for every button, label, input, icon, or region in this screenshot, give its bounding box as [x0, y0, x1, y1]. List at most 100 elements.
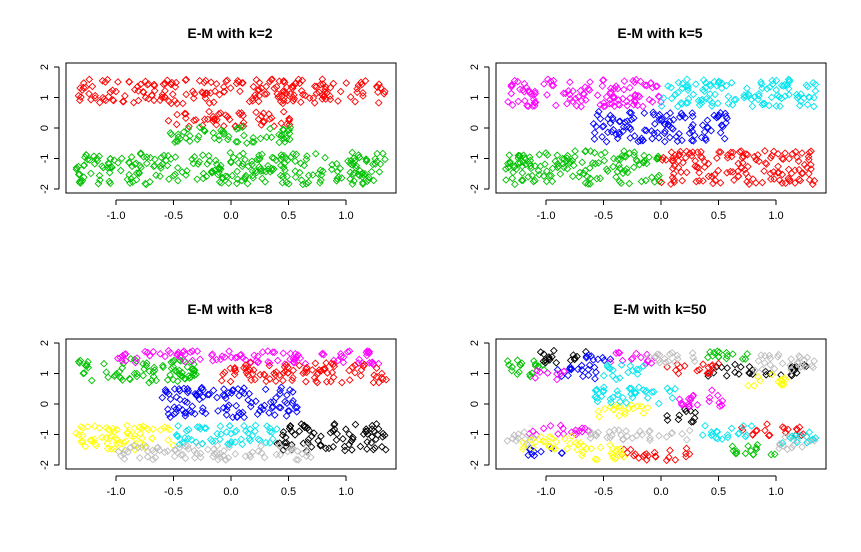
- data-point: [704, 172, 713, 181]
- data-point: [339, 435, 347, 443]
- data-point: [692, 177, 701, 186]
- data-point: [134, 96, 143, 105]
- data-point: [635, 160, 644, 169]
- data-point: [578, 427, 587, 436]
- data-point: [289, 373, 297, 382]
- data-point: [113, 439, 121, 448]
- data-point: [602, 165, 611, 174]
- data-point: [600, 356, 609, 365]
- data-point: [178, 99, 187, 108]
- data-point: [333, 167, 342, 176]
- data-point: [279, 163, 288, 172]
- data-point: [138, 434, 147, 443]
- data-point: [625, 179, 634, 188]
- data-point: [237, 176, 246, 185]
- data-point: [302, 377, 310, 386]
- data-point: [209, 445, 218, 454]
- data-point: [524, 172, 533, 181]
- data-point: [104, 425, 113, 433]
- data-point: [578, 366, 586, 374]
- data-point: [149, 162, 158, 171]
- data-point: [761, 352, 769, 360]
- data-point: [237, 109, 246, 117]
- data-point: [596, 100, 605, 109]
- data-point: [608, 113, 617, 122]
- data-point: [513, 370, 522, 378]
- data-point: [240, 364, 248, 372]
- data-point: [277, 383, 286, 392]
- data-point: [260, 90, 269, 98]
- data-point: [131, 358, 140, 367]
- data-point: [808, 362, 816, 370]
- data-point: [235, 124, 243, 133]
- data-point: [619, 169, 627, 178]
- data-point: [98, 162, 106, 170]
- data-point: [543, 91, 551, 99]
- data-point: [188, 356, 197, 365]
- data-point: [577, 102, 585, 111]
- data-point: [208, 356, 217, 365]
- data-point: [716, 402, 724, 411]
- data-point: [219, 403, 228, 412]
- data-point: [674, 78, 683, 87]
- data-point: [685, 450, 694, 458]
- data-point: [640, 109, 649, 117]
- data-point: [330, 425, 339, 433]
- data-point: [192, 370, 200, 379]
- data-point: [259, 118, 267, 126]
- data-point: [723, 431, 732, 439]
- data-point: [146, 177, 154, 186]
- data-point: [716, 179, 725, 187]
- data-point: [622, 97, 631, 106]
- data-point: [84, 363, 92, 372]
- data-point: [634, 365, 643, 374]
- data-point: [182, 427, 191, 435]
- data-point: [552, 101, 560, 110]
- data-point: [278, 130, 286, 139]
- data-point: [697, 147, 705, 156]
- data-point: [352, 161, 361, 170]
- data-point: [260, 401, 269, 410]
- data-point: [618, 356, 627, 365]
- data-point: [811, 87, 820, 95]
- data-point: [241, 452, 250, 461]
- data-point: [198, 407, 207, 416]
- data-point: [626, 94, 634, 102]
- data-point: [137, 163, 145, 172]
- data-point: [788, 149, 797, 158]
- data-point: [629, 404, 637, 413]
- data-point: [682, 147, 691, 156]
- data-point: [289, 396, 297, 405]
- data-point: [798, 443, 806, 451]
- data-point: [299, 180, 307, 189]
- data-point: [82, 150, 90, 159]
- data-point: [665, 350, 674, 358]
- data-point: [216, 109, 225, 117]
- data-point: [535, 170, 544, 179]
- data-point: [804, 169, 813, 178]
- y-tick-label: -2: [469, 184, 481, 194]
- data-point: [279, 376, 287, 385]
- data-point: [112, 87, 120, 96]
- data-point: [677, 109, 686, 118]
- data-point: [640, 451, 649, 459]
- data-point: [806, 436, 815, 445]
- data-point: [245, 450, 254, 459]
- data-point: [91, 91, 100, 100]
- data-point: [261, 385, 270, 394]
- data-point: [729, 446, 738, 455]
- data-point: [235, 152, 244, 160]
- data-point: [714, 99, 722, 108]
- data-point: [266, 427, 274, 436]
- data-point: [701, 421, 709, 430]
- data-point: [653, 128, 662, 137]
- data-point: [553, 370, 561, 378]
- x-tick-label: -0.5: [164, 486, 183, 498]
- data-point: [177, 372, 186, 380]
- data-point: [514, 434, 523, 443]
- data-point: [607, 398, 615, 407]
- data-point: [252, 108, 260, 117]
- data-point: [216, 161, 225, 170]
- data-point: [279, 77, 288, 85]
- data-point: [312, 89, 321, 98]
